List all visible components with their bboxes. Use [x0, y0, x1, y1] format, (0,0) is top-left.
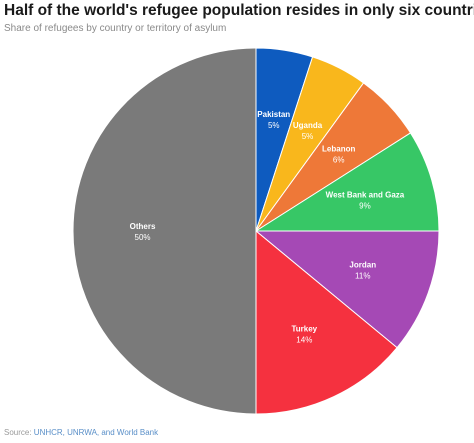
- slice-value-turkey: 14%: [296, 336, 312, 345]
- slice-label-pakistan: Pakistan: [257, 110, 290, 119]
- chart-subtitle: Share of refugees by country or territor…: [4, 23, 227, 34]
- slice-label-turkey: Turkey: [291, 325, 317, 334]
- slice-label-lebanon: Lebanon: [322, 144, 355, 153]
- slice-label-west-bank-and-gaza: West Bank and Gaza: [326, 190, 405, 199]
- slice-value-uganda: 5%: [302, 132, 314, 141]
- slice-value-pakistan: 5%: [268, 121, 280, 130]
- source-text: UNHCR, UNRWA, and World Bank: [33, 428, 159, 437]
- pie-slice-turkey: [255, 229, 398, 415]
- slice-value-jordan: 11%: [355, 271, 370, 280]
- slice-value-west-bank-and-gaza: 9%: [359, 201, 371, 210]
- source-label: Source:: [4, 428, 34, 437]
- source-note: Source: UNHCR, UNRWA, and World Bank: [4, 428, 158, 437]
- pie-slice-others: [72, 47, 257, 415]
- pie-slices: [72, 47, 440, 415]
- slice-value-others: 50%: [135, 233, 151, 242]
- slice-value-lebanon: 6%: [333, 155, 345, 164]
- pie-labels: Pakistan 5% Uganda 5% Lebanon 6% West Bank and…: [130, 110, 405, 345]
- slice-label-others: Others: [130, 222, 156, 231]
- slice-label-uganda: Uganda: [293, 121, 323, 130]
- pie-slice-jordan: [254, 230, 440, 349]
- pie-slice-west-bank-and-gaza: [254, 132, 440, 232]
- slice-label-jordan: Jordan: [349, 260, 376, 269]
- chart-title: Half of the world's refugee population r…: [4, 2, 474, 19]
